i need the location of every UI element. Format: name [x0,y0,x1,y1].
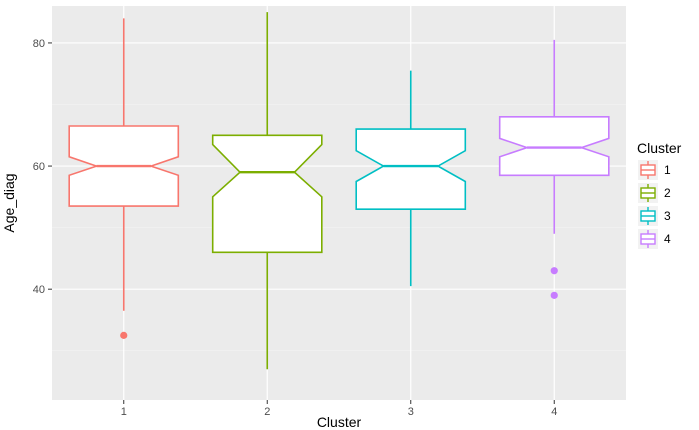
y-tick-label: 40 [33,284,45,296]
x-tick-label: 4 [551,406,557,418]
legend-item-2: 2 [638,183,671,203]
legend-label: 1 [664,163,671,177]
outlier-point [550,291,558,299]
legend-item-4: 4 [638,229,671,249]
legend: Cluster 1 2 3 4 [637,140,682,249]
legend-label: 4 [664,232,671,246]
legend-label: 3 [664,209,671,223]
legend-item-1: 1 [638,160,671,180]
legend-item-3: 3 [638,206,671,226]
legend-label: 2 [664,186,671,200]
y-axis: 40 60 80 [33,38,52,296]
outlier-point [550,267,558,275]
boxes-layer [68,12,610,370]
notched-box [211,134,323,254]
x-axis: 1 2 3 4 [121,400,557,418]
y-tick-label: 60 [33,161,45,173]
x-tick-label: 2 [264,406,270,418]
box-cluster-1 [68,18,180,339]
x-tick-label: 1 [121,406,127,418]
y-axis-title: Age_diag [1,173,17,232]
y-tick-label: 80 [33,38,45,50]
notched-box [355,128,467,210]
box-cluster-3 [355,70,467,287]
box-cluster-4 [498,39,610,299]
box-cluster-2 [211,12,323,370]
notched-box [498,116,610,177]
x-axis-title: Cluster [317,414,362,430]
legend-title: Cluster [637,140,682,156]
x-tick-label: 3 [408,406,414,418]
outlier-point [120,331,128,339]
